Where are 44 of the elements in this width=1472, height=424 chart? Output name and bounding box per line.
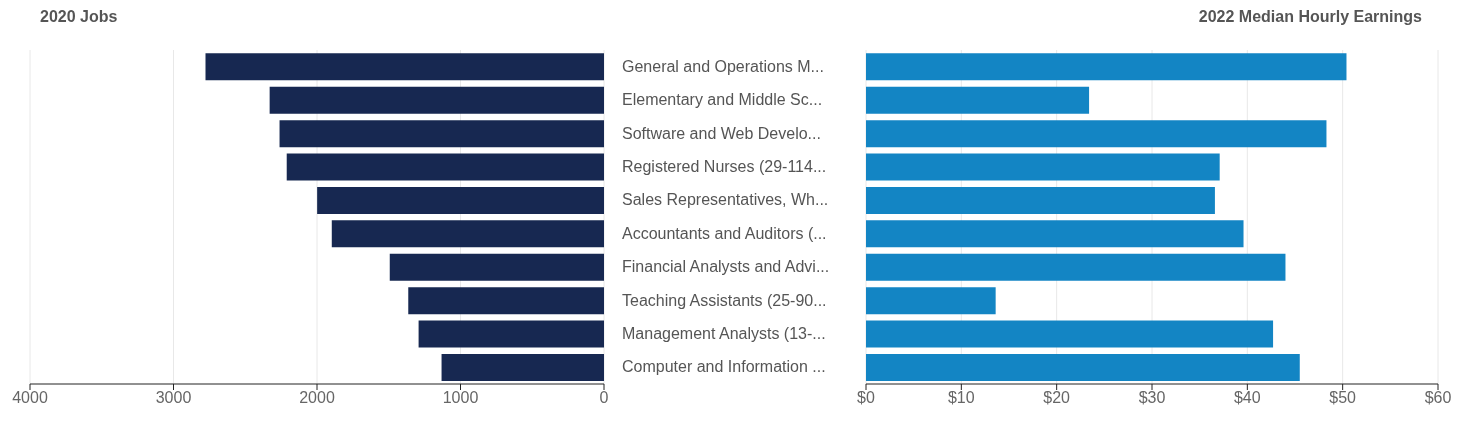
y-tick-label: Registered Nurses (29-114... [622, 157, 827, 175]
x-tick-label: 2000 [299, 389, 335, 407]
bar [389, 253, 604, 281]
bar [269, 86, 604, 114]
x-tick-label: $20 [1043, 389, 1071, 407]
x-tick-label: 1000 [442, 389, 479, 407]
bar [866, 353, 1300, 381]
chart-title: 2020 Jobs [40, 8, 118, 26]
y-tick-label: Software and Web Develo... [622, 124, 821, 142]
x-tick-label: $40 [1233, 389, 1261, 407]
bar [205, 53, 604, 81]
bar [441, 353, 604, 381]
y-tick-label: Accountants and Auditors (... [622, 224, 827, 242]
bar [286, 153, 604, 181]
bar [866, 320, 1274, 348]
bar [866, 287, 996, 315]
x-tick-label: $10 [947, 389, 975, 407]
bar [418, 320, 604, 348]
y-tick-label: Elementary and Middle Sc... [622, 91, 823, 109]
bar [866, 253, 1286, 281]
bar [866, 120, 1327, 148]
y-tick-label: Management Analysts (13-... [622, 324, 826, 342]
x-tick-label: $0 [857, 389, 875, 407]
bar [317, 186, 604, 214]
y-tick-label: General and Operations M... [622, 57, 824, 75]
y-tick-label: Sales Representatives, Wh... [622, 191, 829, 209]
bar [331, 220, 604, 248]
bar [408, 287, 604, 315]
x-tick-label: 3000 [155, 389, 192, 407]
bar [866, 153, 1220, 181]
bar [866, 186, 1215, 214]
y-tick-label: Teaching Assistants (25-90... [622, 291, 827, 309]
chart-title: 2022 Median Hourly Earnings [1198, 8, 1422, 26]
bar [279, 120, 604, 148]
x-tick-label: 4000 [12, 389, 48, 407]
bar [866, 86, 1090, 114]
y-tick-label: Computer and Information ... [622, 358, 826, 376]
bar [866, 220, 1244, 248]
x-tick-label: 0 [599, 389, 609, 407]
x-tick-label: $50 [1329, 389, 1357, 407]
y-tick-label: Financial Analysts and Advi... [622, 258, 830, 276]
x-tick-label: $30 [1138, 389, 1166, 407]
bar [866, 53, 1347, 81]
x-tick-label: $60 [1424, 389, 1452, 407]
